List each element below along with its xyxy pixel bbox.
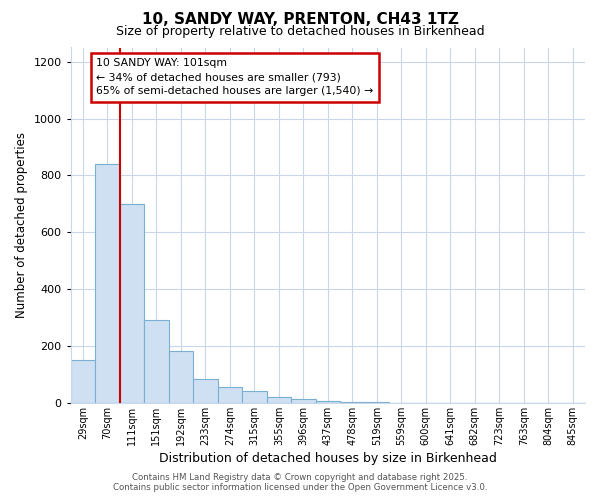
Y-axis label: Number of detached properties: Number of detached properties	[15, 132, 28, 318]
X-axis label: Distribution of detached houses by size in Birkenhead: Distribution of detached houses by size …	[159, 452, 497, 465]
Bar	[365, 402, 389, 403]
Bar	[218, 386, 242, 403]
Text: 10 SANDY WAY: 101sqm
← 34% of detached houses are smaller (793)
65% of semi-deta: 10 SANDY WAY: 101sqm ← 34% of detached h…	[97, 58, 374, 96]
Bar	[71, 360, 95, 403]
Text: 10, SANDY WAY, PRENTON, CH43 1TZ: 10, SANDY WAY, PRENTON, CH43 1TZ	[142, 12, 458, 28]
Bar	[119, 204, 144, 403]
Bar	[95, 164, 119, 403]
Bar	[316, 402, 340, 403]
Bar	[266, 396, 291, 403]
Text: Contains HM Land Registry data © Crown copyright and database right 2025.
Contai: Contains HM Land Registry data © Crown c…	[113, 473, 487, 492]
Bar	[242, 391, 266, 403]
Text: Size of property relative to detached houses in Birkenhead: Size of property relative to detached ho…	[116, 25, 484, 38]
Bar	[340, 402, 365, 403]
Bar	[291, 398, 316, 403]
Bar	[144, 320, 169, 403]
Bar	[169, 351, 193, 403]
Bar	[193, 378, 218, 403]
